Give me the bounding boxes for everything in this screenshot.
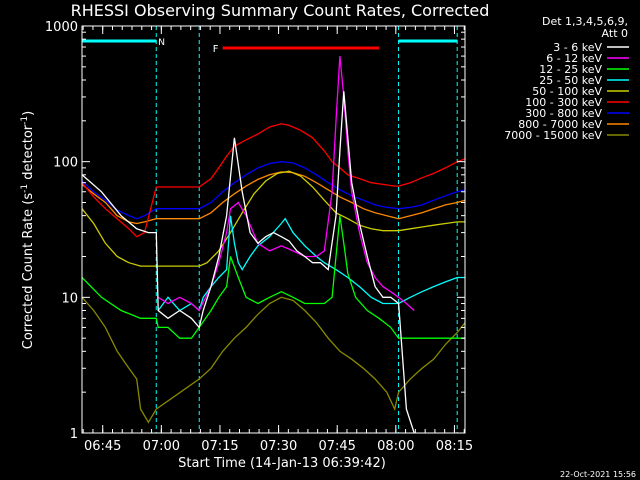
x-tick-label: 08:00 (377, 439, 414, 454)
y-axis-label-main: Corrected Count Rate (s (21, 193, 36, 350)
series-line-50-100-kev (81, 170, 465, 267)
y-tick-label: 1000 (45, 20, 78, 35)
legend-label: 25 - 50 keV (539, 74, 602, 87)
y-axis-label-end: ) (21, 111, 36, 116)
y-tick-label: 10 (61, 291, 78, 306)
series-line-300-800-kev (81, 161, 466, 220)
y-axis-label-sup2: -1 (20, 116, 30, 125)
legend-label: 12 - 25 keV (539, 63, 602, 76)
x-tick-label: 07:45 (318, 439, 355, 454)
legend-label: 3 - 6 keV (553, 41, 602, 54)
x-tick-label: 07:30 (260, 439, 297, 454)
flare-label: F (213, 44, 219, 55)
legend-label: 300 - 800 keV (525, 107, 602, 120)
series-line-100-300-kev (81, 123, 466, 238)
x-tick-label: 07:00 (143, 439, 180, 454)
plot-frame (81, 25, 466, 434)
chart-title: RHESSI Observing Summary Count Rates, Co… (71, 1, 490, 20)
legend-label: 6 - 12 keV (546, 52, 602, 65)
x-tick-label: 08:15 (436, 439, 473, 454)
y-tick-label: 100 (53, 156, 78, 171)
legend-label: 7000 - 15000 keV (504, 129, 602, 142)
series-line-25-50-kev (157, 215, 465, 312)
x-axis: 06:45 07:00 07:15 07:30 07:45 08:00 08:15 (82, 26, 473, 454)
plot-area: NF (81, 26, 466, 434)
legend-label: 100 - 300 keV (525, 96, 602, 109)
x-tick-label: 07:15 (201, 439, 238, 454)
x-axis-label: Start Time (14-Jan-13 06:39:42) (178, 456, 386, 471)
y-axis-label: Corrected Count Rate (s-1 detector-1) (20, 111, 36, 349)
footer-date: 22-Oct-2021 15:56 (560, 470, 636, 479)
y-axis-label-sup1: -1 (20, 184, 30, 193)
legend-header: Att 0 (602, 27, 628, 40)
legend-label: 800 - 7000 keV (518, 118, 602, 131)
series-line-800-7000-kev (81, 171, 466, 225)
y-axis-label-mid: detector (21, 124, 36, 184)
x-tick-label: 06:45 (84, 439, 121, 454)
series-line-3-6-kev (81, 91, 415, 434)
series-line-12-25-kev (81, 215, 465, 339)
y-tick-label: 1 (70, 427, 78, 442)
legend-header: Det 1,3,4,5,6,9, (542, 15, 628, 28)
night-label: N (158, 38, 165, 48)
legend-label: 50 - 100 keV (532, 85, 602, 98)
